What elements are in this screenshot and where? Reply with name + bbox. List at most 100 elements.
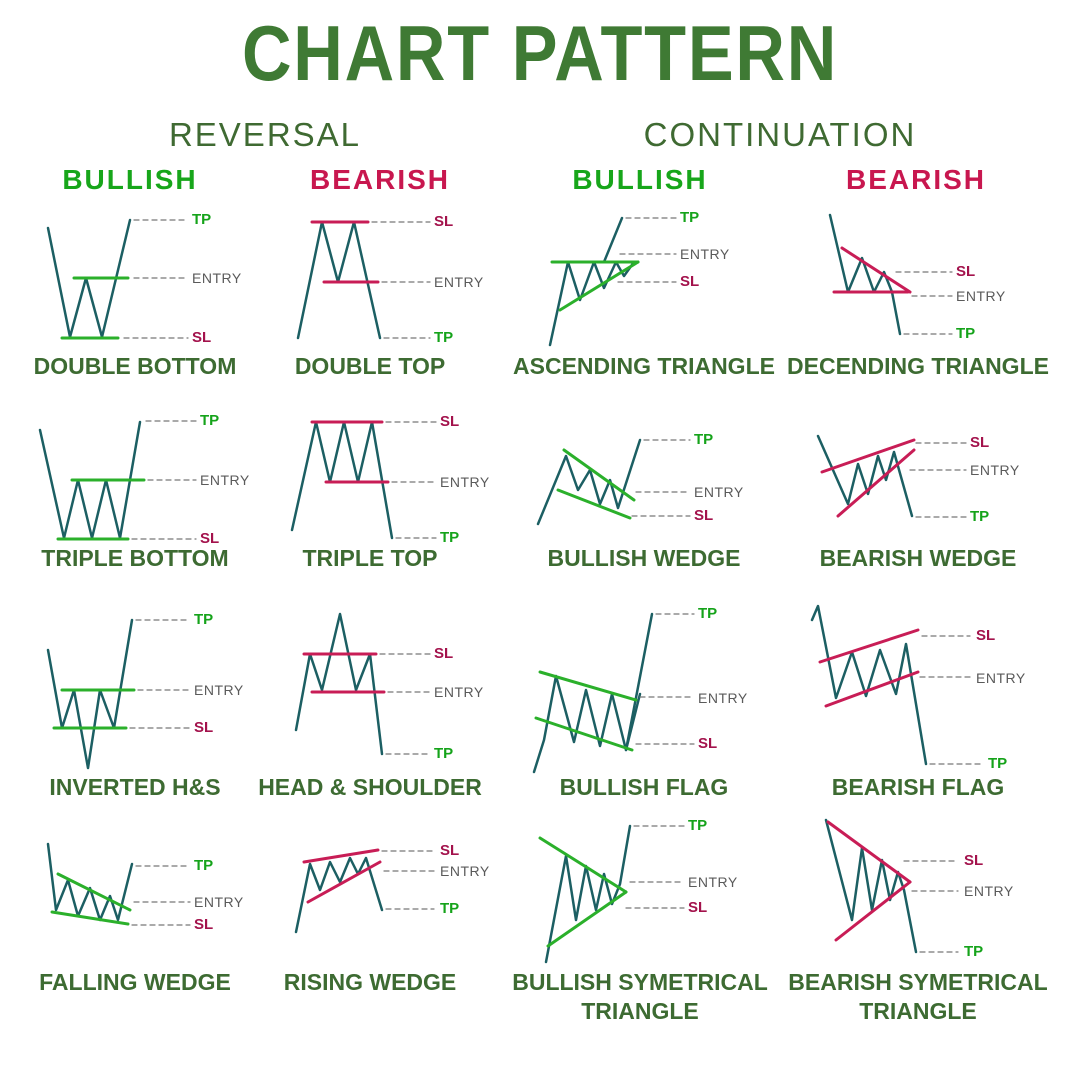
pattern-name-triple-bottom: TRIPLE BOTTOM [41, 545, 229, 571]
pattern-name-ascending-triangle: ASCENDING TRIANGLE [513, 353, 775, 379]
decending-triangle-sl-label: SL [956, 263, 976, 280]
triple-bottom-diagram [38, 420, 197, 541]
bullish-wedge-lower-line [556, 488, 632, 520]
bullish-flag-diagram [532, 612, 695, 774]
falling-wedge-diagram [46, 842, 191, 926]
triple-top-price-line [290, 420, 394, 540]
head-shoulder-sl-label: SL [434, 645, 454, 662]
decending-triangle-entry-label: ENTRY [956, 288, 1006, 304]
falling-wedge-entry-label: ENTRY [194, 894, 244, 910]
triple-top-entry-label: ENTRY [440, 474, 490, 490]
pattern-name-inverted-hs: INVERTED H&S [49, 774, 221, 800]
category-reversal-bearish: BEARISH [309, 164, 450, 195]
section-reversal: REVERSAL [168, 116, 362, 153]
bearish-symmetrical-tp-label: TP [964, 943, 984, 960]
falling-wedge-lower-line [50, 910, 130, 926]
pattern-name-bullish-wedge: BULLISH WEDGE [547, 545, 741, 571]
ascending-triangle-entry-label: ENTRY [680, 246, 730, 262]
head-shoulder-price-line [294, 612, 384, 756]
bearish-flag-sl-label: SL [976, 627, 996, 644]
pattern-name-triple-top: TRIPLE TOP [302, 545, 438, 571]
bullish-wedge-entry-label: ENTRY [694, 484, 744, 500]
category-continuation-bullish: BULLISH [572, 164, 708, 195]
bearish-symmetrical-entry-label: ENTRY [964, 883, 1014, 899]
bullish-flag-pole [624, 612, 654, 752]
ascending-triangle-sl-label: SL [680, 273, 700, 290]
pattern-name-rising-wedge: RISING WEDGE [283, 969, 457, 995]
pattern-name-bullish-flag: BULLISH FLAG [559, 774, 729, 800]
decending-triangle-price-line [828, 213, 902, 336]
category-reversal-bullish: BULLISH [62, 164, 198, 195]
decending-triangle-resistance [840, 246, 912, 294]
decending-triangle-diagram [828, 213, 953, 336]
pattern-name-double-top: DOUBLE TOP [294, 353, 446, 379]
falling-wedge-tp-label: TP [194, 857, 214, 874]
double-bottom-tp-label: TP [192, 211, 212, 228]
bullish-symmetrical-sl-label: SL [688, 899, 708, 916]
bearish-wedge-entry-label: ENTRY [970, 462, 1020, 478]
head-shoulder-entry-label: ENTRY [434, 684, 484, 700]
double-bottom-diagram [46, 218, 189, 340]
head-shoulder-tp-label: TP [434, 745, 454, 762]
rising-wedge-price-line [294, 856, 384, 934]
pattern-name-bearish-symmetrical-line2: TRIANGLE [859, 998, 977, 1024]
bearish-flag-diagram [810, 604, 985, 766]
pattern-name-bearish-flag: BEARISH FLAG [831, 774, 1005, 800]
bearish-flag-entry-label: ENTRY [976, 670, 1026, 686]
bullish-symmetrical-lower-line [546, 890, 628, 948]
head-shoulder-diagram [294, 612, 431, 756]
section-continuation: CONTINUATION [643, 116, 917, 153]
bearish-wedge-lower-line [836, 448, 916, 518]
decending-triangle-tp-label: TP [956, 325, 976, 342]
double-top-tp-label: TP [434, 329, 454, 346]
bearish-wedge-tp-label: TP [970, 508, 990, 525]
triple-bottom-tp-label: TP [200, 412, 220, 429]
bullish-symmetrical-upper-line [538, 836, 628, 894]
double-top-sl-label: SL [434, 213, 454, 230]
inverted-hs-tp-label: TP [194, 611, 214, 628]
double-bottom-entry-label: ENTRY [192, 270, 242, 286]
pattern-name-falling-wedge: FALLING WEDGE [39, 969, 231, 995]
pattern-name-bullish-symmetrical-triangle: BULLISH SYMETRICAL TRIANGLE [500, 968, 780, 1026]
bearish-wedge-diagram [816, 434, 967, 518]
pattern-name-bearish-symmetrical-line1: BEARISH SYMETRICAL [788, 969, 1048, 995]
pattern-name-decending-triangle: DECENDING TRIANGLE [787, 353, 1049, 379]
pattern-name-head-shoulder: HEAD & SHOULDER [258, 774, 482, 800]
bullish-flag-sl-label: SL [698, 735, 718, 752]
ascending-triangle-support [558, 260, 640, 312]
ascending-triangle-breakout [602, 216, 624, 264]
inverted-hs-diagram [46, 618, 191, 770]
rising-wedge-upper-line [302, 848, 380, 864]
triple-top-diagram [290, 420, 437, 540]
falling-wedge-sl-label: SL [194, 916, 214, 933]
pattern-name-bullish-symmetrical-line1: BULLISH SYMETRICAL [512, 969, 768, 995]
bearish-symmetrical-triangle-diagram [824, 818, 959, 954]
bearish-symmetrical-sl-label: SL [964, 852, 984, 869]
bullish-flag-entry-label: ENTRY [698, 690, 748, 706]
bearish-wedge-upper-line [820, 438, 916, 474]
bullish-wedge-upper-line [562, 448, 636, 502]
bullish-symmetrical-tp-label: TP [688, 817, 708, 834]
triple-bottom-sl-label: SL [200, 530, 220, 547]
pattern-name-bearish-symmetrical-triangle: BEARISH SYMETRICAL TRIANGLE [778, 968, 1058, 1026]
bearish-flag-lower-line [824, 670, 920, 708]
triple-bottom-entry-label: ENTRY [200, 472, 250, 488]
double-bottom-sl-label: SL [192, 329, 212, 346]
triple-top-tp-label: TP [440, 529, 460, 546]
bearish-flag-price-line [810, 604, 928, 766]
bullish-flag-tp-label: TP [698, 605, 718, 622]
bearish-symmetrical-upper-line [826, 820, 912, 884]
bullish-wedge-sl-label: SL [694, 507, 714, 524]
bullish-flag-lower-line [534, 716, 634, 752]
double-top-entry-label: ENTRY [434, 274, 484, 290]
pattern-name-bullish-symmetrical-line2: TRIANGLE [581, 998, 699, 1024]
double-top-price-line [296, 220, 382, 340]
pattern-name-double-bottom: DOUBLE BOTTOM [33, 353, 237, 379]
bullish-wedge-diagram [536, 438, 691, 526]
rising-wedge-diagram [294, 848, 435, 934]
double-top-diagram [296, 220, 431, 340]
rising-wedge-sl-label: SL [440, 842, 460, 859]
page-title: CHART PATTERN [241, 9, 839, 97]
triple-top-sl-label: SL [440, 413, 460, 430]
inverted-hs-price-line [46, 618, 134, 770]
